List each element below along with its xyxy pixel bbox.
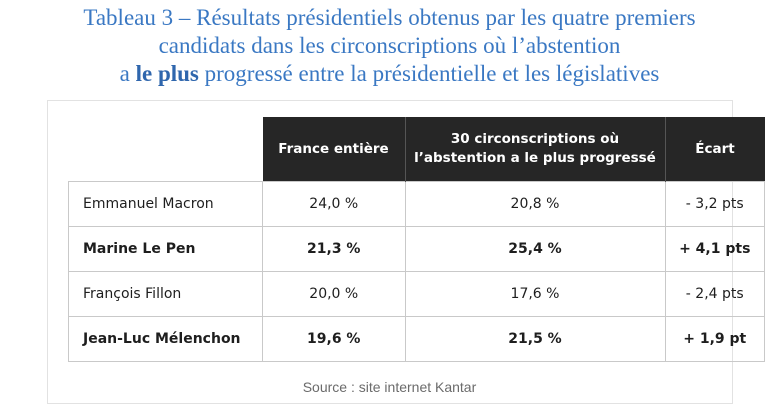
title-line-2: candidats dans les circonscriptions où l… [158,33,621,58]
title-line-1: Tableau 3 – Résultats présidentiels obte… [83,5,696,30]
header-ecart: Écart [665,117,765,182]
circonscriptions-cell: 20,8 % [404,181,666,227]
france-entiere-cell: 19,6 % [262,316,406,362]
table-row: Marine Le Pen 21,3 % 25,4 % + 4,1 pts [68,226,765,272]
candidate-name-cell: Jean-Luc Mélenchon [68,316,263,362]
header-circonscriptions-line-2: l’abstention a le plus progressé [414,150,656,166]
france-entiere-cell: 24,0 % [262,181,406,227]
circonscriptions-cell: 21,5 % [404,316,666,362]
ecart-cell: - 3,2 pts [664,181,765,227]
ecart-cell: + 1,9 pt [664,316,765,362]
table-row: Emmanuel Macron 24,0 % 20,8 % - 3,2 pts [68,181,765,227]
candidate-name-cell: Emmanuel Macron [68,181,263,227]
table-row: François Fillon 20,0 % 17,6 % - 2,4 pts [68,271,765,317]
title-line-3-prefix: a [119,61,136,86]
results-table: France entière 30 circonscriptions où l’… [68,117,765,362]
header-circonscriptions: 30 circonscriptions où l’abstention a le… [405,117,666,182]
title-line-3: a le plus progressé entre la présidentie… [0,60,779,88]
table-row: Jean-Luc Mélenchon 19,6 % 21,5 % + 1,9 pt [68,316,765,362]
france-entiere-cell: 20,0 % [262,271,406,317]
ecart-cell: + 4,1 pts [664,226,765,272]
title-emphasis: le plus [135,61,199,86]
header-circonscriptions-line-1: 30 circonscriptions où [450,131,620,147]
table-title: Tableau 3 – Résultats présidentiels obte… [0,4,779,88]
header-france-entiere: France entière [262,117,406,182]
header-corner [68,117,263,182]
circonscriptions-cell: 17,6 % [404,271,666,317]
table-header-row: France entière 30 circonscriptions où l’… [68,117,765,182]
candidate-name-cell: François Fillon [68,271,263,317]
france-entiere-cell: 21,3 % [262,226,406,272]
source-note: Source : site internet Kantar [302,379,477,395]
ecart-cell: - 2,4 pts [664,271,765,317]
title-line-3-suffix: progressé entre la présidentielle et les… [198,61,660,86]
candidate-name-cell: Marine Le Pen [68,226,263,272]
circonscriptions-cell: 25,4 % [404,226,666,272]
